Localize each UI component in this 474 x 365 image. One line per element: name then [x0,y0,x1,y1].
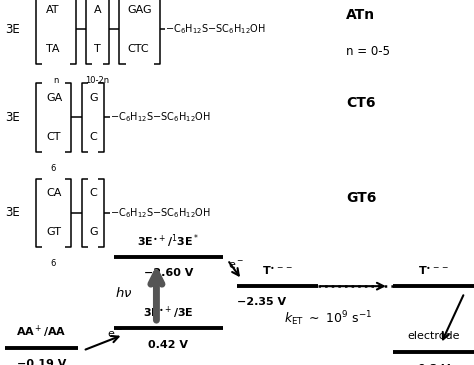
Text: n = 0-5: n = 0-5 [346,45,390,58]
Text: $-$C$_6$H$_{12}$S$-$SC$_6$H$_{12}$OH: $-$C$_6$H$_{12}$S$-$SC$_6$H$_{12}$OH [110,111,210,124]
Text: 0.42 V: 0.42 V [148,340,188,350]
Text: $-$C$_6$H$_{12}$S$-$SC$_6$H$_{12}$OH: $-$C$_6$H$_{12}$S$-$SC$_6$H$_{12}$OH [165,22,266,36]
Text: GAG: GAG [127,5,152,15]
Text: electrode: electrode [408,331,460,341]
Text: n: n [53,76,58,85]
Text: T$^{\bullet --}$: T$^{\bullet --}$ [262,264,293,277]
Text: 10-2n: 10-2n [86,76,109,85]
Text: $h\nu$: $h\nu$ [115,286,132,300]
Text: T$^{\bullet --}$: T$^{\bullet --}$ [418,264,449,277]
Text: 3E: 3E [5,111,19,124]
Text: C: C [89,188,97,198]
Text: CT6: CT6 [346,96,375,110]
Text: C: C [89,132,97,142]
Text: GT6: GT6 [346,191,376,205]
Text: GT: GT [46,227,61,237]
Text: G: G [89,93,98,103]
Text: CA: CA [46,188,61,198]
Text: e$^-$: e$^-$ [228,260,244,271]
Text: TA: TA [46,44,59,54]
Text: 3E: 3E [5,206,19,219]
Text: T: T [94,44,100,54]
Text: −2.60 V: −2.60 V [144,268,193,278]
Text: $-$C$_6$H$_{12}$S$-$SC$_6$H$_{12}$OH: $-$C$_6$H$_{12}$S$-$SC$_6$H$_{12}$OH [110,206,210,220]
Text: 3E: 3E [5,23,19,36]
Text: 6: 6 [51,164,56,173]
Text: 3E$^{\bullet+}$/$^1$3E$^*$: 3E$^{\bullet+}$/$^1$3E$^*$ [137,233,200,250]
Text: ATn: ATn [346,8,375,22]
Text: G: G [89,227,98,237]
Text: GA: GA [46,93,62,103]
Text: 6: 6 [51,259,56,268]
Text: CTC: CTC [127,44,149,54]
Text: A: A [94,5,101,15]
Text: AT: AT [46,5,59,15]
Text: e$^-$: e$^-$ [107,328,123,340]
Text: −2.35 V: −2.35 V [237,297,286,307]
Text: 3E$^{\bullet+}$/3E: 3E$^{\bullet+}$/3E [143,304,194,320]
Text: −0.19 V: −0.19 V [17,359,66,365]
Text: CT: CT [46,132,61,142]
Text: $k_\mathrm{ET}\ \sim\ 10^9\ \mathrm{s}^{-1}$: $k_\mathrm{ET}\ \sim\ 10^9\ \mathrm{s}^{… [284,310,373,328]
Text: AA$^+$/AA: AA$^+$/AA [16,324,67,340]
Text: 0.2 V: 0.2 V [418,364,450,365]
